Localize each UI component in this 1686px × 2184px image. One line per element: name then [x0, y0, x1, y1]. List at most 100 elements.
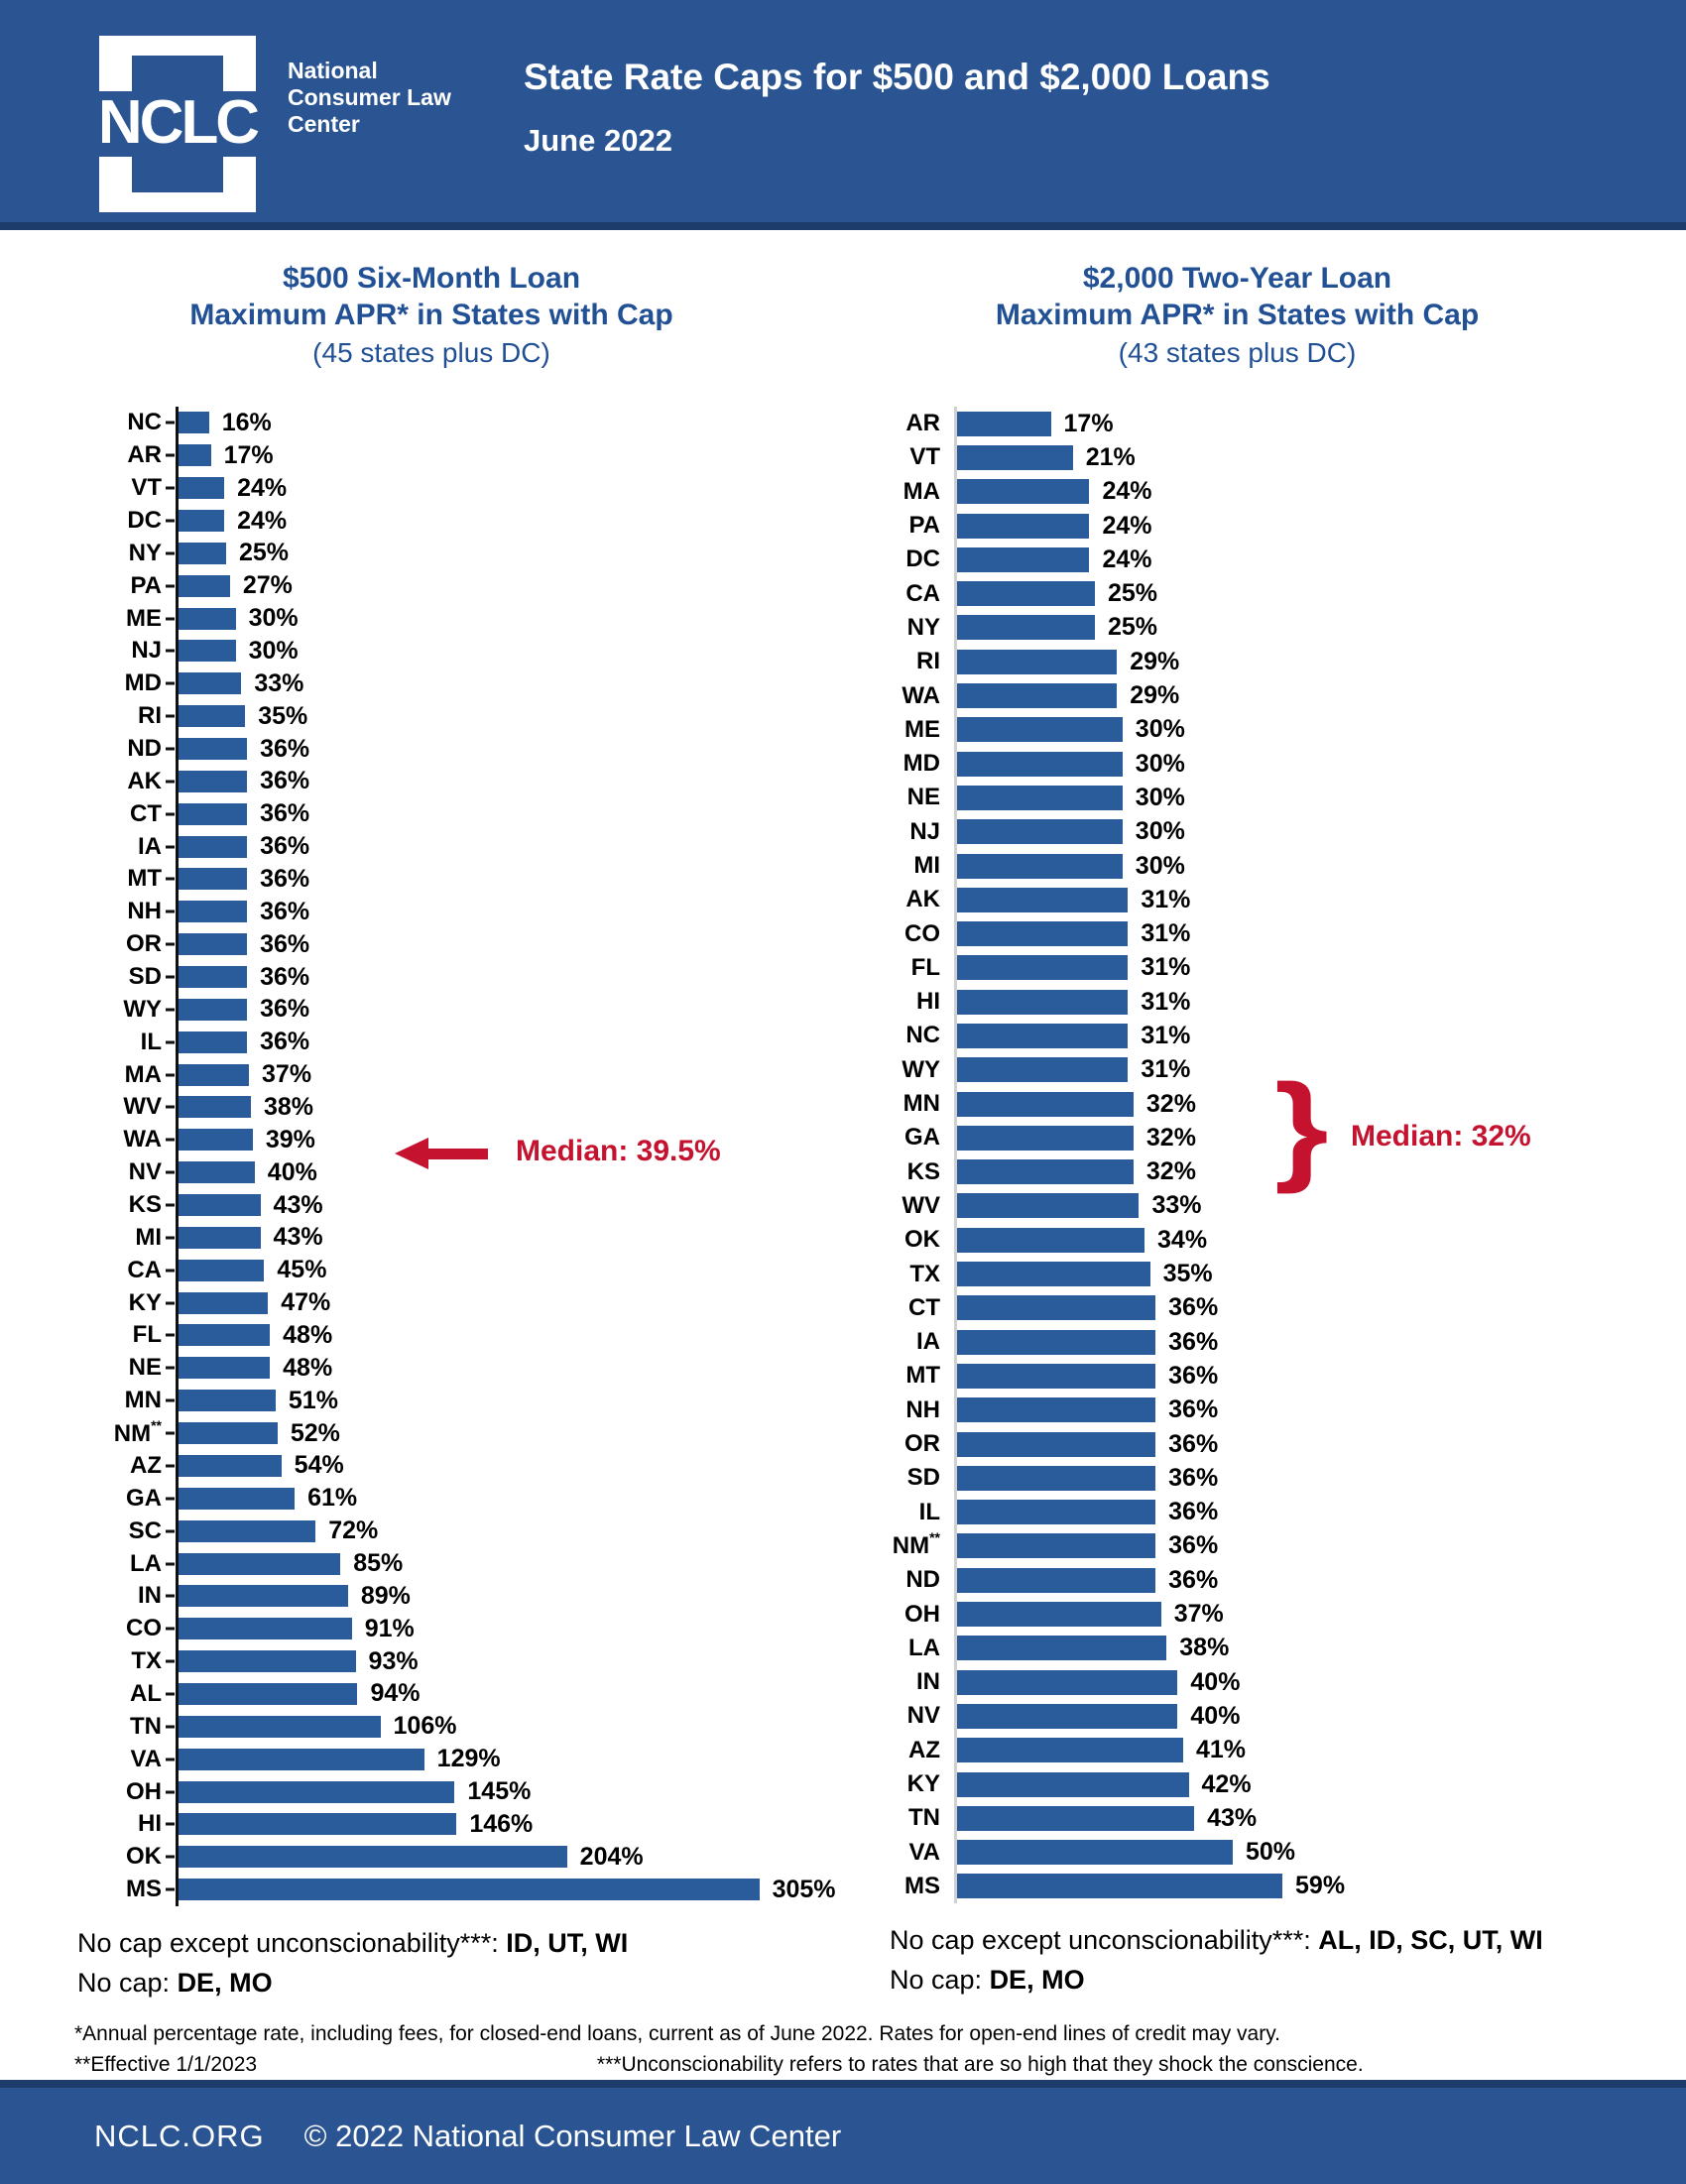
bar — [957, 1295, 1156, 1321]
bar — [179, 1650, 356, 1673]
logo-bracket-bottom-icon — [99, 157, 256, 212]
no-cap-states: DE, MO — [177, 1968, 273, 1998]
state-label: FL — [910, 953, 940, 981]
bar-row: NM** 36% — [823, 1528, 1651, 1564]
value-label: 30% — [248, 636, 299, 665]
bar-cell: 40% — [954, 1664, 1651, 1700]
bar-cell: 36% — [954, 1426, 1651, 1462]
bar-cell: 36% — [954, 1290, 1651, 1326]
state-label: TX — [131, 1647, 162, 1675]
bar — [957, 819, 1123, 845]
bar-row: FL 48% — [40, 1319, 823, 1352]
state-label: NE — [906, 784, 940, 811]
page-date: June 2022 — [524, 123, 672, 158]
value-label: 25% — [1108, 613, 1158, 642]
bar-cell: 93% — [176, 1644, 823, 1678]
bar-row: MN 51% — [40, 1384, 823, 1417]
bar — [179, 1031, 248, 1053]
bar — [179, 1618, 352, 1640]
bar — [179, 770, 248, 792]
bar — [179, 1226, 261, 1249]
state-label: NM** — [113, 1416, 162, 1447]
bar — [179, 1715, 381, 1738]
bar — [957, 1159, 1134, 1185]
bar — [179, 1552, 341, 1575]
bar — [957, 513, 1090, 539]
bar-cell: 25% — [176, 537, 823, 570]
bar — [957, 1431, 1156, 1457]
bar-row: DC 24% — [823, 543, 1651, 577]
state-label: NC — [905, 1022, 940, 1049]
bar-cell: 91% — [176, 1612, 823, 1645]
bar — [179, 933, 248, 956]
bar-row: KS 32% — [823, 1154, 1651, 1189]
bar — [179, 738, 248, 761]
value-label: 36% — [260, 734, 310, 763]
state-label: VT — [131, 474, 162, 502]
state-label: MT — [127, 865, 162, 893]
state-label: WA — [123, 1126, 162, 1153]
state-label: NV — [128, 1158, 162, 1186]
value-label: 34% — [1157, 1225, 1208, 1254]
state-label: TX — [909, 1260, 940, 1287]
bar-cell: 59% — [954, 1869, 1651, 1904]
no-cap-except-states: ID, UT, WI — [506, 1928, 629, 1958]
bar-cell: 51% — [176, 1384, 823, 1417]
state-label: CO — [904, 919, 940, 947]
bar-row: LA 85% — [40, 1547, 823, 1580]
value-label: 54% — [294, 1451, 344, 1480]
bar-row: SD 36% — [40, 960, 823, 994]
state-label: IL — [918, 1498, 940, 1525]
bar — [179, 1194, 261, 1217]
bar-row: NC 16% — [40, 407, 823, 439]
value-label: 24% — [1102, 511, 1152, 540]
bar-cell: 30% — [954, 712, 1651, 747]
bar-row: NJ 30% — [823, 814, 1651, 849]
state-label: WV — [123, 1093, 162, 1121]
bar-cell: 21% — [954, 440, 1651, 475]
bar-row: KS 43% — [40, 1188, 823, 1222]
state-label: NJ — [909, 817, 940, 845]
bar-cell: 36% — [176, 732, 823, 766]
bar — [957, 989, 1129, 1015]
state-label: OR — [904, 1430, 940, 1458]
bar — [957, 546, 1090, 572]
bar — [957, 1669, 1178, 1695]
bar-cell: 43% — [176, 1188, 823, 1222]
bar-row: ND 36% — [823, 1563, 1651, 1598]
value-label: 106% — [393, 1712, 457, 1741]
bar-row: KY 47% — [40, 1286, 823, 1320]
value-label: 36% — [1168, 1498, 1219, 1526]
bar-cell: 24% — [954, 474, 1651, 509]
bar — [957, 1567, 1156, 1593]
bar-cell: 27% — [176, 569, 823, 603]
bar-cell: 16% — [176, 407, 823, 439]
bar — [179, 705, 246, 728]
bar-cell: 36% — [954, 1461, 1651, 1496]
bar-row: MA 37% — [40, 1058, 823, 1092]
state-label: MN — [903, 1090, 940, 1118]
state-label: MI — [913, 852, 940, 879]
bar-cell: 33% — [176, 667, 823, 700]
footer-copyright: © 2022 National Consumer Law Center — [303, 2118, 842, 2153]
bar-row: NV 40% — [823, 1699, 1651, 1734]
bar-cell: 29% — [954, 678, 1651, 713]
value-label: 31% — [1141, 1055, 1191, 1084]
bar — [957, 1091, 1134, 1117]
nclc-logo: NCLC — [98, 36, 260, 212]
bar-cell: 31% — [954, 1052, 1651, 1087]
value-label: 35% — [258, 701, 308, 730]
state-label: NM** — [892, 1529, 940, 1560]
bar — [957, 853, 1123, 879]
bar-cell: 31% — [954, 1019, 1651, 1053]
bar-cell: 41% — [954, 1733, 1651, 1767]
bar — [179, 1780, 455, 1803]
bar — [957, 581, 1095, 607]
value-label: 36% — [260, 929, 310, 958]
bar — [179, 477, 225, 500]
value-label: 24% — [1102, 545, 1152, 573]
bar-cell: 37% — [176, 1058, 823, 1092]
bar-cell: 45% — [176, 1254, 823, 1287]
state-label: AK — [905, 886, 940, 913]
bar-row: PA 27% — [40, 569, 823, 603]
